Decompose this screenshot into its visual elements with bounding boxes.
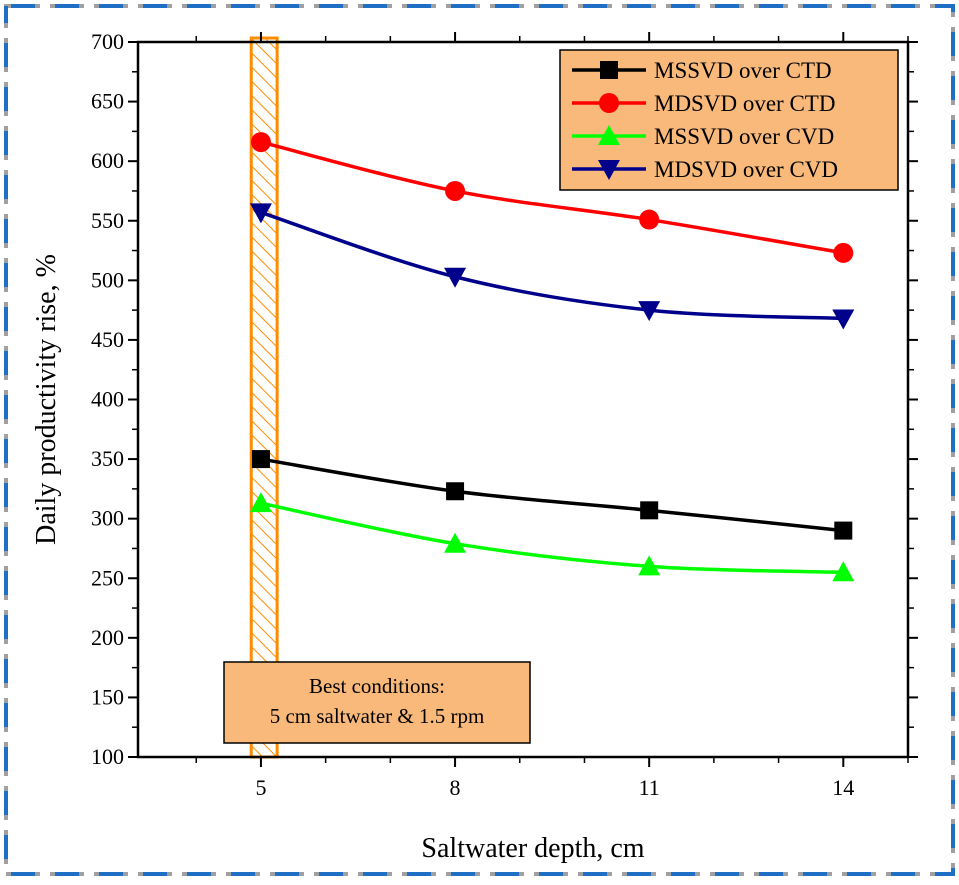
- y-tick-label: 100: [91, 744, 124, 769]
- annotation-line-0: Best conditions:: [309, 674, 445, 698]
- series-2-point-0: [249, 492, 272, 513]
- legend-label-3: MDSVD over CVD: [654, 157, 838, 182]
- series-0-point-1: [446, 482, 465, 501]
- x-axis-title: Saltwater depth, cm: [421, 833, 644, 864]
- series-1-point-2: [639, 209, 660, 230]
- series-1-point-3: [833, 242, 854, 263]
- highlight-band: [249, 36, 279, 759]
- legend-label-1: MDSVD over CTD: [654, 91, 835, 116]
- legend-marker-3: [598, 160, 620, 180]
- y-tick-label: 450: [91, 327, 124, 352]
- series-2-point-3: [832, 561, 855, 582]
- y-tick-label: 350: [91, 446, 124, 471]
- series-3-point-1: [444, 267, 467, 288]
- series-2-point-2: [638, 555, 661, 576]
- series-3-point-2: [638, 301, 661, 322]
- series-1-point-0: [250, 132, 271, 153]
- series-3-point-0: [249, 203, 272, 224]
- y-tick-label: 200: [91, 625, 124, 650]
- outer-frame-blue: [4, 4, 955, 876]
- series-0-point-0: [251, 450, 270, 469]
- x-tick-label: 8: [450, 775, 461, 800]
- series-1-point-1: [445, 180, 466, 201]
- legend-label-2: MSSVD over CVD: [654, 124, 834, 149]
- x-tick-label: 14: [832, 775, 854, 800]
- annotation-line-1: 5 cm saltwater & 1.5 rpm: [270, 704, 485, 728]
- y-tick-label: 250: [91, 565, 124, 590]
- legend-marker-2: [598, 125, 620, 145]
- annotation-box: [223, 661, 531, 744]
- series-line-3: [260, 210, 844, 321]
- y-tick-label: 600: [91, 148, 124, 173]
- y-tick-label: 650: [91, 89, 124, 114]
- y-tick-label: 400: [91, 387, 124, 412]
- series-line-1: [260, 140, 844, 255]
- y-tick-label: 700: [91, 29, 124, 54]
- series-3-point-3: [832, 309, 855, 330]
- series-line-0: [260, 457, 844, 533]
- y-tick-label: 300: [91, 506, 124, 531]
- series-0-point-2: [640, 501, 659, 520]
- x-tick-label: 5: [255, 775, 266, 800]
- legend-marker-0: [600, 61, 618, 79]
- x-tick-label: 11: [639, 775, 660, 800]
- series-2-point-1: [444, 532, 467, 553]
- series-line-2: [260, 501, 844, 575]
- legend-label-0: MSSVD over CTD: [654, 58, 832, 83]
- y-axis-title: Daily productivity rise, %: [31, 254, 62, 545]
- y-tick-label: 150: [91, 684, 124, 709]
- y-tick-label: 500: [91, 267, 124, 292]
- legend-marker-1: [599, 93, 619, 113]
- y-tick-label: 550: [91, 208, 124, 233]
- series-0-point-3: [834, 521, 853, 540]
